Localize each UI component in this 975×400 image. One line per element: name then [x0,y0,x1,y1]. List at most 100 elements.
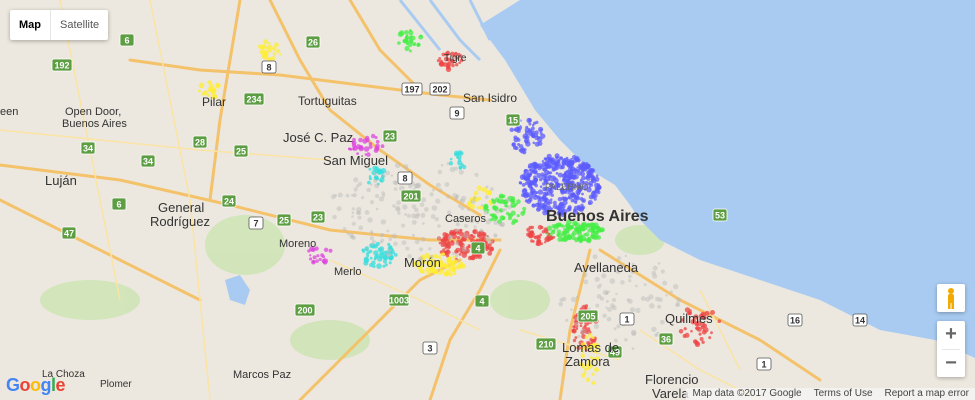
data-point [357,215,362,220]
data-point [474,172,479,177]
city-label-caseros: Caseros [445,213,486,225]
zoom-in-button[interactable]: + [945,323,957,345]
data-point [570,296,577,303]
data-point [375,253,379,258]
data-point [309,257,313,261]
data-point [592,338,597,343]
data-point [583,367,588,371]
data-point [460,163,464,167]
data-point [389,255,394,260]
satellite-button[interactable]: Satellite [60,19,100,31]
data-point [476,205,480,210]
data-point [555,181,558,185]
data-point [418,256,424,261]
data-point [455,247,461,253]
route-number: 9 [454,109,459,119]
data-point [269,49,272,53]
data-point [579,237,584,243]
data-point [588,185,591,189]
data-point [565,187,569,191]
data-point [453,166,458,171]
data-point [409,39,414,43]
district-label-palermo: PALERMO [545,182,588,192]
data-point [584,232,590,237]
zoom-out-button[interactable]: − [945,352,957,374]
data-point [684,332,690,338]
data-point [563,176,568,181]
data-point [495,209,500,214]
data-point [571,168,575,172]
data-point [531,203,536,208]
data-point [610,303,615,308]
data-point [587,173,593,178]
data-point [463,233,469,239]
terms-link[interactable]: Terms of Use [813,388,873,399]
route-shield: 192 [51,58,73,72]
data-point [332,214,337,220]
data-point [372,264,376,269]
data-point [541,160,545,163]
data-point [484,235,491,241]
data-point [351,211,355,214]
data-point [452,193,458,198]
pegman-button[interactable] [937,284,965,312]
data-point [541,196,544,200]
data-point [396,200,401,206]
data-point [368,175,372,178]
data-point [536,207,541,212]
data-point [555,172,559,175]
data-point [541,230,546,234]
data-point [405,167,409,170]
data-point [490,198,495,202]
data-point [486,211,489,214]
data-point [351,143,357,148]
data-point [587,367,591,371]
data-point [312,260,316,264]
data-point [473,190,479,196]
route-shield: 6 [119,33,135,47]
data-point [592,381,596,385]
route-shield: 1003 [388,293,410,307]
data-point [456,235,461,240]
data-point [553,185,558,190]
data-point [584,181,589,186]
data-point [387,248,392,253]
data-point [314,246,319,251]
data-point [594,344,600,349]
map-button[interactable]: Map [19,19,41,31]
data-point [553,224,559,230]
data-point [444,246,448,250]
route-number: 202 [432,85,447,95]
data-point [514,146,519,151]
city-label-lomas: Lomas de [562,340,619,355]
data-point [507,195,514,202]
data-point [591,194,596,199]
city-label-lujan: Luján [45,173,77,188]
data-point [266,44,273,51]
data-point [592,264,598,270]
data-point [586,345,592,351]
data-point [312,255,317,260]
report-link[interactable]: Report a map error [884,388,969,399]
data-point [523,169,528,173]
data-point [532,170,535,173]
city-label-moron: Morón [404,255,441,270]
data-point [405,34,409,37]
data-point [381,191,386,196]
google-logo[interactable]: Google [6,375,66,395]
data-point [424,267,429,272]
data-point [587,331,591,335]
data-point [595,303,600,308]
data-point [413,183,419,189]
data-point [420,236,426,242]
data-point [202,90,209,96]
data-point [397,31,404,37]
data-point [356,152,359,156]
data-point [539,131,543,135]
data-point [545,156,551,162]
data-point [624,254,628,258]
data-point [609,278,616,284]
data-point [207,80,212,85]
data-point [373,179,378,183]
